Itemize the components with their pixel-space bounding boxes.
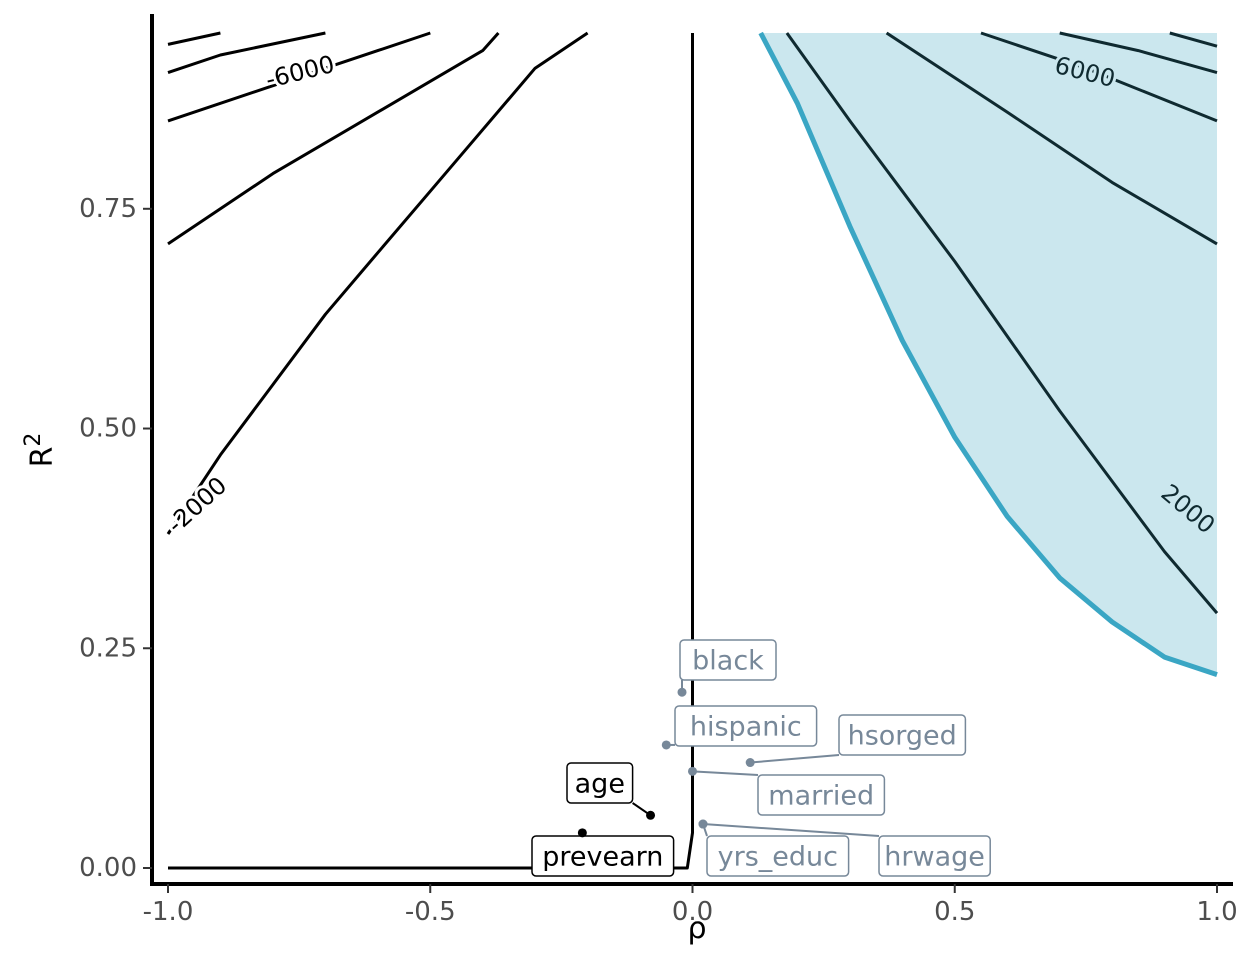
point-group-prevearn: prevearn — [531, 828, 675, 877]
y-tick-label: 0.75 — [79, 194, 137, 224]
point-group-hrwage: hrwage — [698, 819, 991, 877]
point-label-married: married — [768, 781, 874, 812]
point-label-age: age — [575, 769, 625, 800]
point-group-hsorged: hsorged — [745, 714, 967, 768]
y-tick-label: 0.25 — [79, 633, 137, 663]
contour-line-6000 — [980, 31, 1218, 123]
point-label-black: black — [692, 646, 764, 677]
point-black — [677, 687, 687, 697]
point-group-married: married — [688, 766, 886, 816]
points-layer: black hispanic hsorged married age prevearn yr… — [531, 639, 991, 877]
y-axis-title-superscript: 2 — [21, 433, 46, 447]
contour-line-6000 — [167, 31, 431, 123]
label-box-hispanic — [674, 705, 818, 747]
point-label-yrs-educ: yrs_educ — [718, 842, 838, 873]
label-box-yrs-educ — [706, 835, 850, 877]
contour-line-8000 — [167, 31, 326, 75]
contour-lines-layer — [166, 31, 1219, 870]
point-hispanic — [661, 740, 671, 750]
x-tick-label: -0.5 — [405, 897, 456, 927]
x-tick-label: 0.5 — [934, 897, 975, 927]
label-box-hrwage — [878, 835, 991, 877]
x-tick-label: 1.0 — [1196, 897, 1237, 927]
label-box-black — [679, 639, 777, 681]
boundary-curve — [758, 31, 1218, 677]
label-box-prevearn — [531, 835, 675, 877]
label-leader-hsorged — [750, 754, 840, 764]
boundary-layer — [758, 31, 1218, 677]
y-axis-title-base: R — [25, 447, 60, 468]
y-tick-label: 0.50 — [79, 414, 137, 444]
contour-label-2000: -2000 — [162, 471, 233, 538]
shaded-region — [760, 33, 1217, 675]
contour-line-4000 — [885, 31, 1218, 246]
point-group-black: black — [677, 639, 777, 697]
point-married — [688, 766, 697, 776]
contour-label-6000: -6000 — [263, 50, 337, 94]
point-label-hispanic: hispanic — [690, 712, 802, 743]
contour-line-2000 — [785, 32, 1219, 615]
contour-line-4000 — [167, 32, 500, 246]
y-axis-title: R2 — [21, 433, 60, 468]
label-box-hsorged — [838, 714, 967, 756]
point-age — [646, 810, 656, 820]
axes-layer: -1.0 -0.5 0.0 0.5 1.0 0.00 0.25 0.50 0.75 — [79, 14, 1238, 927]
contour-line-2000 — [166, 31, 589, 535]
label-leader-married — [692, 770, 759, 776]
point-prevearn — [577, 828, 587, 838]
point-group-age: age — [566, 762, 656, 820]
point-hrwage — [698, 819, 708, 829]
label-leader-hrwage — [702, 823, 880, 837]
contour-line-8000 — [1059, 31, 1218, 75]
contour-line-0 — [168, 33, 694, 870]
contour-line-10000 — [167, 31, 221, 46]
x-tick-label: 0.0 — [672, 897, 713, 927]
x-axis-title: ρ — [687, 911, 706, 946]
point-label-hrwage: hrwage — [884, 842, 985, 873]
x-tick-label: -1.0 — [143, 897, 194, 927]
y-tick-label: 0.00 — [79, 853, 137, 883]
point-label-hsorged: hsorged — [848, 721, 957, 752]
point-hsorged — [745, 758, 755, 768]
point-label-prevearn: prevearn — [542, 842, 663, 873]
point-group-hispanic: hispanic — [661, 705, 818, 750]
shaded-region-layer — [760, 33, 1217, 675]
label-box-age — [566, 762, 634, 804]
label-box-married — [757, 774, 886, 816]
contour-line-10000 — [1169, 31, 1218, 48]
